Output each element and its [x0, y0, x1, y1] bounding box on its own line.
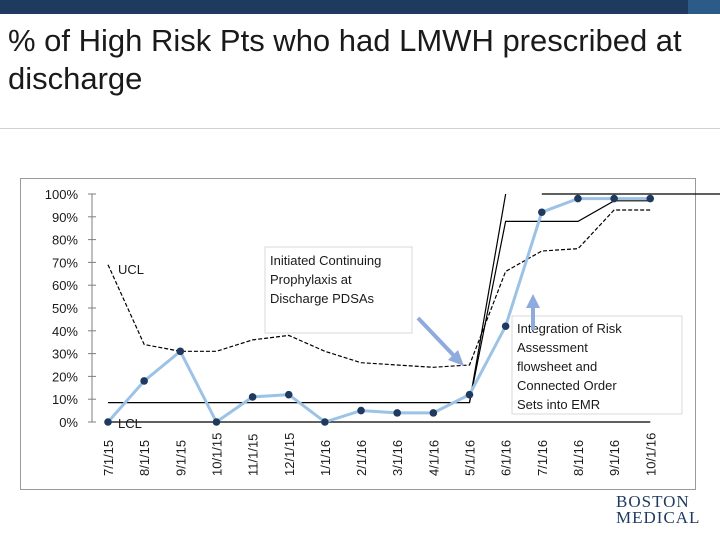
y-tick-label: 70%	[52, 255, 78, 270]
risk-annotation-box	[511, 315, 683, 415]
data-point	[646, 194, 655, 203]
data-point	[284, 390, 293, 399]
x-tick-label: 6/1/16	[499, 440, 514, 476]
stage-change-line	[468, 193, 507, 403]
data-point	[357, 406, 365, 415]
x-tick-label: 10/1/15	[209, 433, 224, 476]
slide-title: % of High Risk Pts who had LMWH prescrib…	[8, 23, 682, 96]
y-tick-label: 40%	[52, 324, 78, 339]
x-tick-label: 8/1/16	[571, 440, 586, 476]
data-point	[393, 409, 402, 417]
x-tick-label: 9/1/16	[607, 440, 622, 476]
data-point	[248, 393, 257, 401]
logo-line-1: BOSTON	[616, 492, 690, 511]
x-tick-label: 3/1/16	[390, 440, 405, 476]
x-tick-label: 5/1/16	[463, 440, 478, 476]
data-point	[176, 347, 185, 356]
pdsa-arrow-head	[448, 350, 464, 366]
risk-annotation-text: Assessment	[517, 340, 588, 355]
y-tick-label: 100%	[45, 187, 79, 202]
x-tick-label: 10/1/16	[643, 433, 658, 476]
x-tick-label: 9/1/15	[173, 440, 188, 476]
x-tick-label: 4/1/16	[426, 440, 441, 476]
y-tick-label: 50%	[52, 301, 78, 316]
y-tick-label: 60%	[52, 278, 78, 293]
logo-line-2: MEDICAL	[616, 508, 701, 527]
pdsa-annotation-box	[264, 246, 413, 334]
data-point	[465, 390, 474, 399]
top-bar	[0, 0, 720, 14]
data-point	[501, 322, 510, 331]
ucl-label: UCL	[118, 262, 144, 277]
data-point	[610, 194, 618, 203]
lcl-label: LCL	[118, 416, 142, 431]
y-tick-label: 10%	[52, 392, 78, 407]
data-line	[106, 197, 651, 425]
x-tick-label: 2/1/16	[354, 440, 369, 476]
pdsa-annotation-text: Initiated Continuing	[270, 253, 381, 268]
risk-arrow-head	[526, 294, 540, 308]
pdsa-arrow	[416, 316, 460, 362]
data-point	[321, 418, 329, 426]
boston-medical-logo: BOSTON MEDICAL	[616, 492, 706, 527]
risk-annotation-text: Sets into EMR	[517, 397, 600, 412]
x-tick-label: 8/1/15	[137, 440, 152, 476]
chart-frame	[20, 178, 696, 490]
y-tick-label: 20%	[52, 369, 78, 384]
y-tick-label: 90%	[52, 210, 78, 225]
top-bar-accent	[688, 0, 720, 14]
title-divider	[0, 128, 720, 129]
data-point	[212, 418, 221, 426]
data-point	[104, 418, 112, 426]
x-tick-label: 7/1/16	[535, 440, 550, 476]
y-tick-label: 0%	[59, 415, 78, 430]
data-point	[140, 377, 148, 385]
x-tick-label: 7/1/15	[101, 440, 116, 476]
ucl-line	[107, 209, 651, 368]
center-line	[108, 200, 651, 404]
y-tick-label: 80%	[52, 233, 78, 248]
x-tick-label: 1/1/16	[318, 440, 333, 476]
data-point	[429, 409, 438, 417]
pdsa-annotation-text: Discharge PDSAs	[270, 291, 375, 306]
pdsa-annotation-text: Prophylaxis at	[270, 272, 352, 287]
x-tick-label: 11/1/15	[246, 434, 261, 476]
risk-annotation-text: Connected Order	[517, 378, 617, 393]
x-tick-label: 12/1/15	[282, 433, 297, 476]
data-point	[574, 194, 582, 203]
risk-annotation-text: Integration of Risk	[517, 321, 622, 336]
data-point	[538, 208, 546, 217]
risk-annotation-text: flowsheet and	[517, 359, 597, 374]
y-tick-label: 30%	[52, 347, 78, 362]
